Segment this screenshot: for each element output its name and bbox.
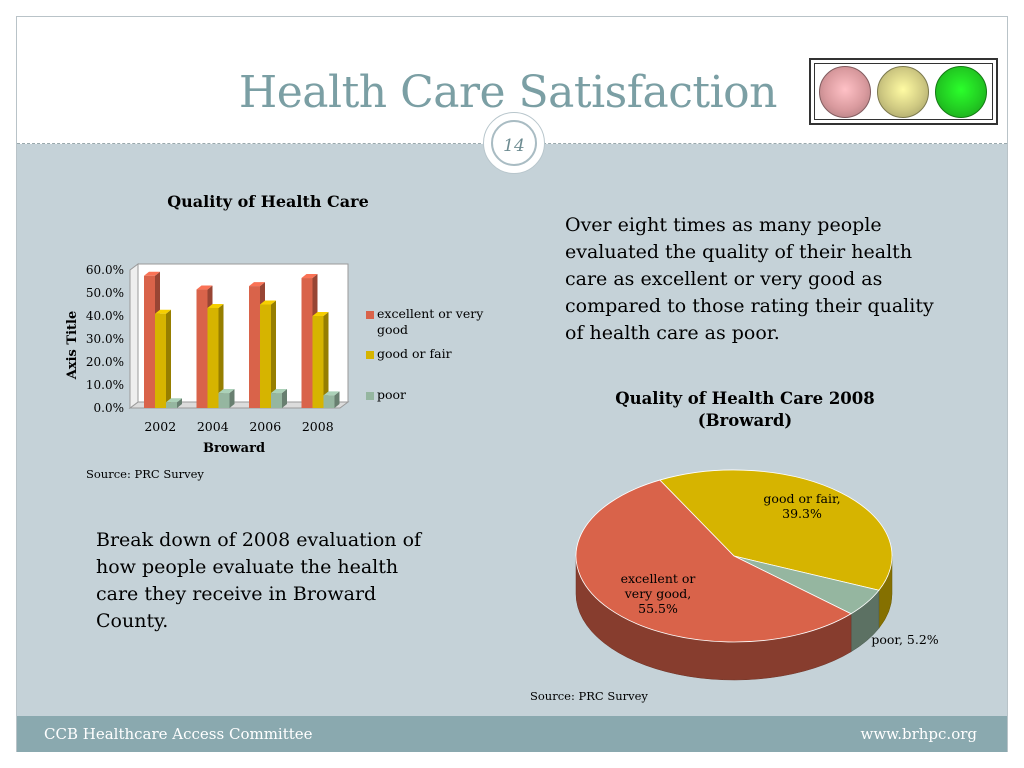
traffic-light-inner-frame	[814, 63, 993, 120]
breakdown-text: Break down of 2008 evaluation of how peo…	[96, 529, 422, 632]
pie-chart-title: Quality of Health Care 2008 (Broward)	[615, 389, 875, 430]
yellow-light-icon	[877, 66, 929, 118]
legend-swatch-good	[366, 351, 374, 359]
green-light-icon	[935, 66, 987, 118]
slide-title: Health Care Satisfaction	[238, 67, 778, 118]
slide-header: Health Care Satisfaction	[17, 17, 1007, 144]
slide-footer: CCB Healthcare Access Committee www.brhp…	[17, 716, 1007, 752]
bar-chart-source: Source: PRC Survey	[86, 467, 204, 481]
pie-chart-source: Source: PRC Survey	[530, 689, 648, 703]
footer-website: www.brhpc.org	[860, 725, 977, 743]
page-number-badge: 14	[483, 112, 545, 174]
summary-text: Over eight times as many people evaluate…	[565, 214, 934, 344]
page-number-ring: 14	[491, 120, 537, 166]
legend-label-good: good or fair	[377, 346, 452, 361]
legend-swatch-poor	[366, 392, 374, 400]
page-number: 14	[503, 136, 525, 156]
legend-swatch-excellent	[366, 311, 374, 319]
bar-chart-title: Quality of Health Care	[167, 192, 369, 211]
footer-committee: CCB Healthcare Access Committee	[44, 725, 313, 743]
legend-label-poor: poor	[377, 387, 407, 402]
red-light-icon	[819, 66, 871, 118]
traffic-light-graphic	[809, 58, 998, 125]
legend-label-excellent: excellent or very good	[377, 306, 484, 337]
